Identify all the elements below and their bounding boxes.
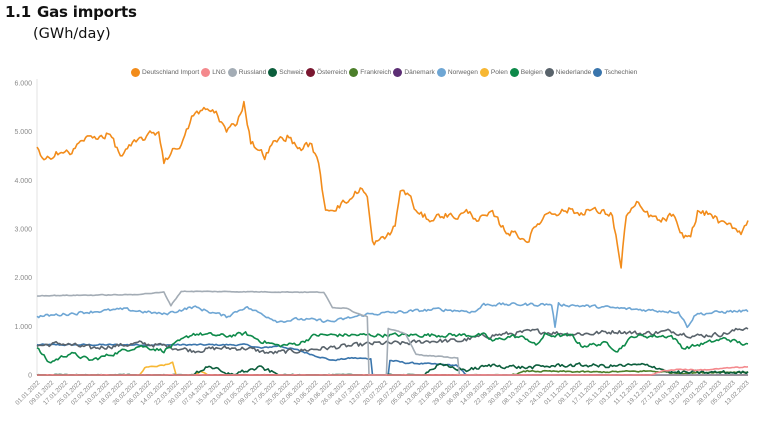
- legend-swatch-icon: [349, 68, 359, 77]
- legend-swatch-icon: [201, 68, 211, 77]
- legend-swatch-icon: [544, 68, 554, 77]
- x-axis: 01.01.202209.01.202217.01.202225.01.2022…: [14, 375, 751, 407]
- legend-item[interactable]: Dänemark: [393, 68, 435, 77]
- legend-label: Österreich: [316, 69, 348, 76]
- legend-label: Norwegen: [447, 69, 478, 76]
- legend-swatch-icon: [593, 68, 603, 77]
- legend-item[interactable]: Russland: [227, 68, 267, 77]
- series-line-lng: [37, 365, 749, 376]
- legend-item[interactable]: LNG: [201, 68, 226, 77]
- y-tick-label: 1.000: [14, 324, 32, 331]
- legend-label: Russland: [238, 69, 267, 76]
- legend-swatch-icon: [509, 68, 519, 77]
- legend-item[interactable]: Niederlande: [544, 68, 592, 77]
- y-tick-label: 3.000: [14, 227, 32, 234]
- series-lines: [36, 100, 749, 376]
- legend-label: Deutschland Import: [142, 69, 200, 76]
- legend-swatch-icon: [131, 68, 140, 77]
- legend-swatch-icon: [268, 68, 278, 77]
- y-tick-label: 6.000: [14, 81, 32, 88]
- legend-item[interactable]: Polen: [479, 68, 508, 77]
- legend-label: Frankreich: [360, 69, 392, 76]
- legend-label: Niederlande: [555, 69, 592, 76]
- section-title: Gas imports: [36, 3, 137, 21]
- legend-label: Dänemark: [404, 69, 435, 76]
- unit-label: (GWh/day): [33, 26, 111, 42]
- series-line-norwegen: [36, 302, 749, 329]
- legend-item[interactable]: Norwegen: [436, 68, 478, 77]
- legend-swatch-icon: [393, 68, 403, 77]
- section-number: 1.1: [5, 3, 31, 21]
- legend-label: Tschechien: [604, 69, 638, 76]
- legend-item[interactable]: Deutschland Import: [131, 68, 199, 77]
- legend-swatch-icon: [305, 68, 315, 77]
- y-tick-label: 0: [28, 373, 32, 380]
- series-line-belgien: [36, 331, 749, 364]
- legend-label: Schweiz: [279, 69, 304, 76]
- legend-item[interactable]: Frankreich: [349, 68, 391, 77]
- legend-swatch-icon: [227, 68, 237, 77]
- y-tick-label: 5.000: [14, 129, 32, 136]
- legend-swatch-icon: [436, 68, 446, 77]
- legend-item[interactable]: Österreich: [305, 68, 348, 77]
- y-tick-label: 4.000: [14, 178, 32, 185]
- legend-item[interactable]: Tschechien: [593, 68, 637, 77]
- y-tick-label: 2.000: [14, 275, 32, 282]
- legend-item[interactable]: Schweiz: [268, 68, 304, 77]
- legend-label: Belgien: [520, 69, 543, 76]
- legend-label: LNG: [212, 69, 226, 76]
- legend-item[interactable]: Belgien: [509, 68, 543, 77]
- page-title: 1.1 Gas imports: [5, 3, 137, 21]
- series-line-russland: [36, 290, 748, 376]
- legend-swatch-icon: [479, 68, 489, 77]
- y-axis: 0 1.000 2.000 3.000 4.000 5.000 6.000: [14, 79, 38, 380]
- chart-legend: Deutschland Import LNG Russland Schweiz Öste…: [131, 68, 639, 77]
- series-line-niederlande: [36, 327, 749, 355]
- series-line-deutschland-import: [36, 100, 749, 269]
- legend-label: Polen: [490, 69, 508, 76]
